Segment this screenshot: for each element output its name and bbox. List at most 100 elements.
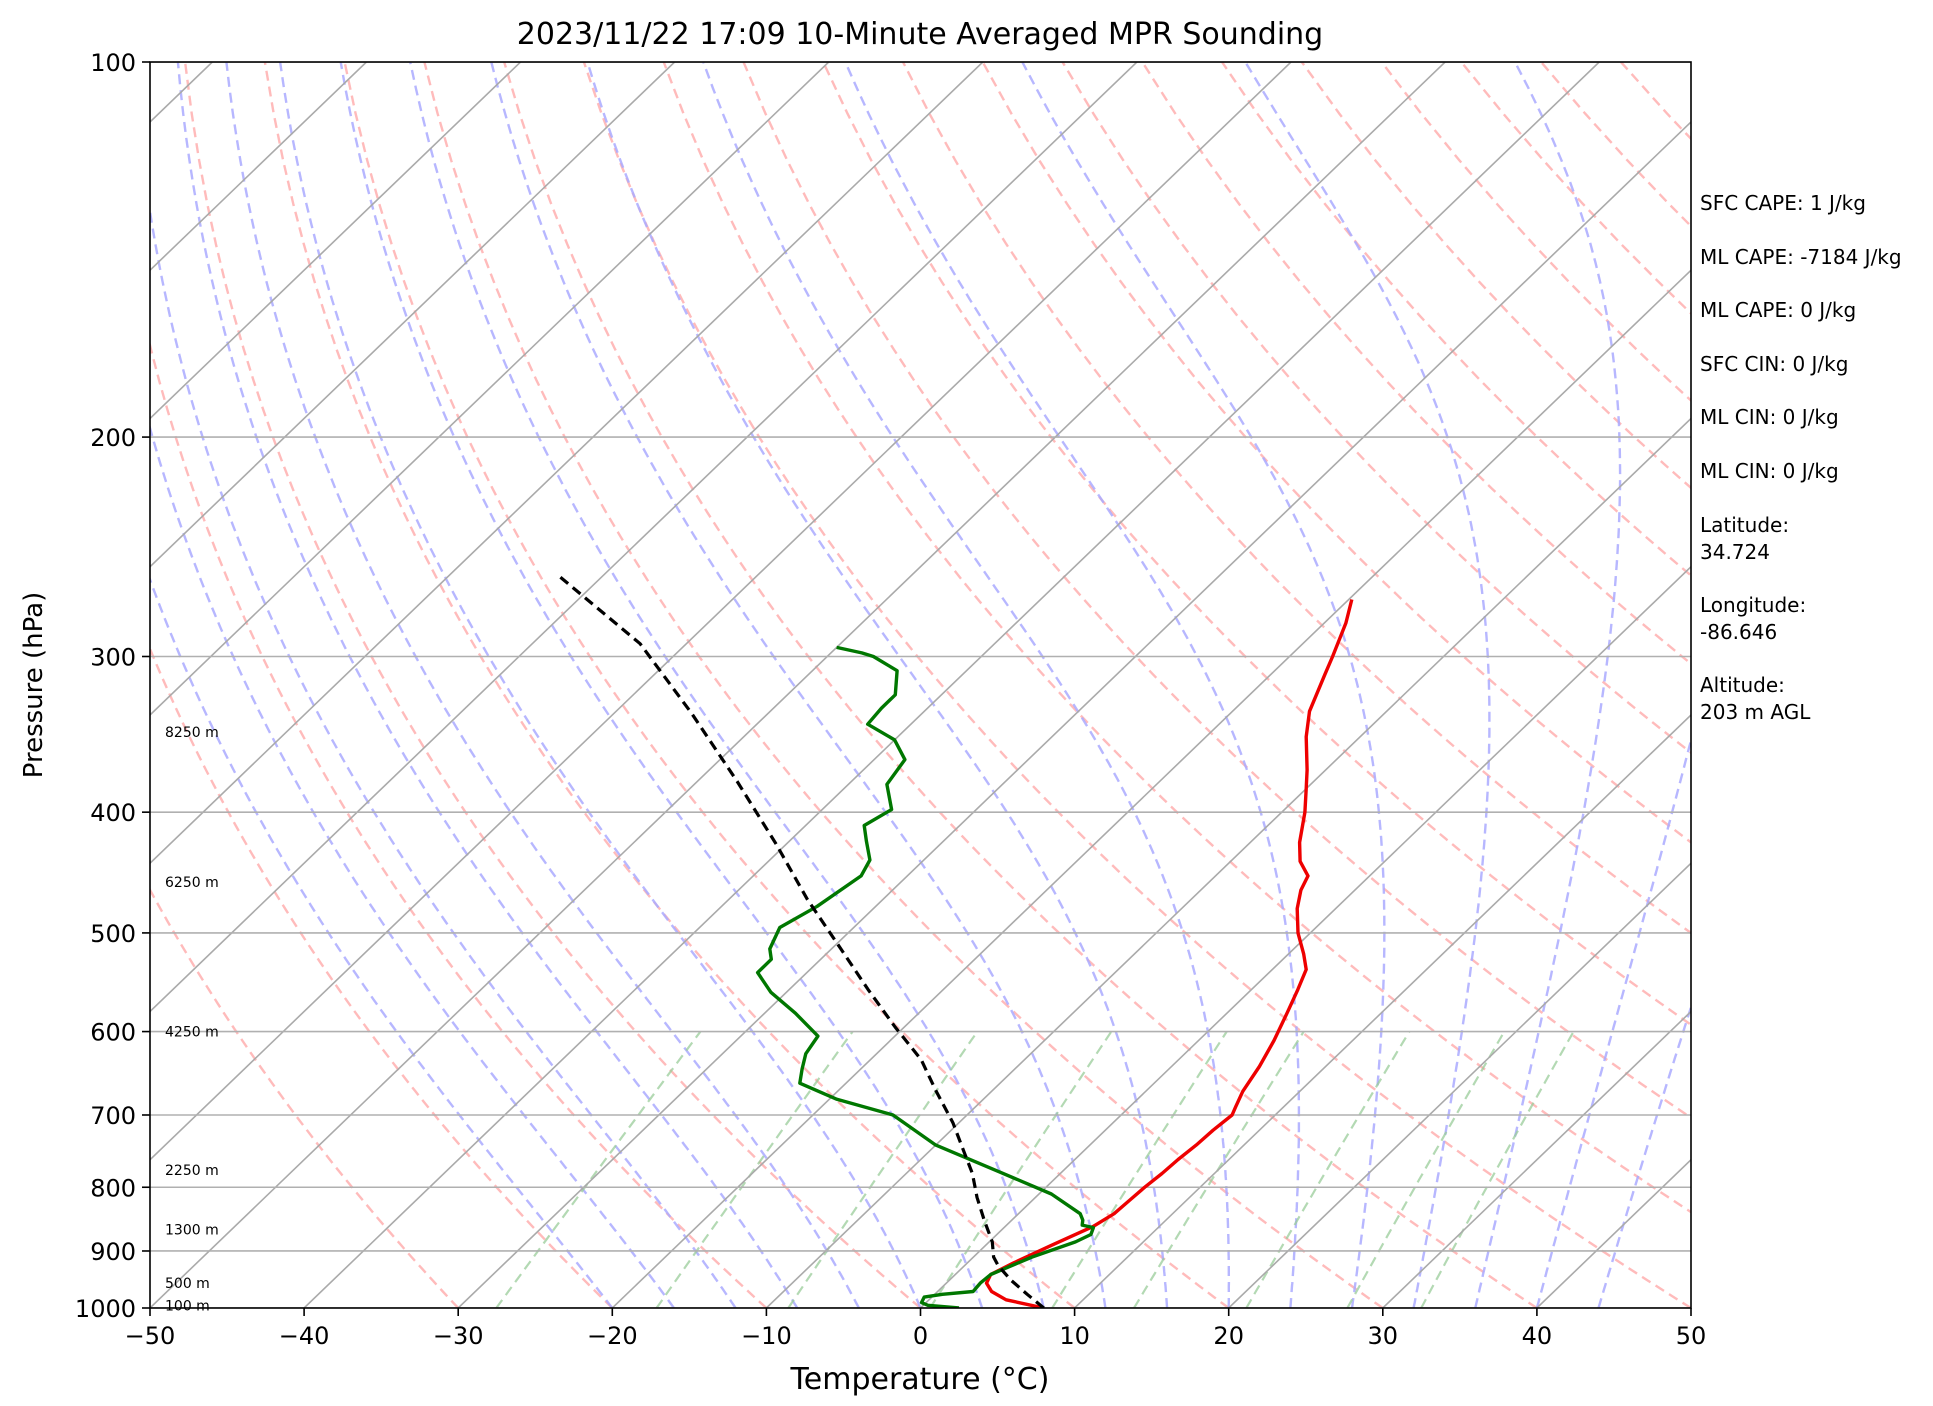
y-tick-label: 200 — [90, 424, 136, 452]
dry-adiabat — [150, 340, 768, 1308]
moist-adiabat — [409, 62, 1045, 1308]
stat-text: SFC CAPE: 1 J/kg — [1700, 191, 1866, 215]
height-labels: 100 m 500 m 1300 m 2250 m 4250 m 6250 m 8250 m — [165, 725, 219, 1314]
mixing-ratio-line — [787, 1030, 979, 1308]
y-tick-label: 700 — [90, 1102, 136, 1130]
x-tick-label: −50 — [125, 1322, 176, 1350]
stat-text: ML CAPE: -7184 J/kg — [1700, 245, 1902, 269]
temperature-line — [984, 599, 1354, 1308]
moist-adiabat — [702, 62, 1231, 1308]
background-lines — [150, 62, 1691, 1308]
isotherm — [150, 62, 1292, 1161]
x-tick-label: 20 — [1213, 1322, 1244, 1350]
isotherm — [150, 62, 1446, 1308]
dewpoint-line — [755, 645, 1096, 1308]
stat-text: SFC CIN: 0 J/kg — [1700, 352, 1849, 376]
x-tick-label: 30 — [1368, 1322, 1399, 1350]
dry-adiabat — [1221, 62, 1691, 578]
isotherm — [919, 565, 1691, 1308]
dry-adiabat — [1061, 62, 1691, 755]
moist-adiabat — [339, 62, 984, 1308]
profiles — [556, 573, 1354, 1308]
dry-adiabat — [662, 62, 1691, 1214]
x-tick-label: −10 — [741, 1322, 792, 1350]
height-label: 4250 m — [165, 1025, 219, 1041]
x-tick-label: −20 — [587, 1322, 638, 1350]
x-tick-label: −30 — [433, 1322, 484, 1350]
height-label: 1300 m — [165, 1223, 219, 1239]
y-tick-label: 100 — [90, 49, 136, 77]
dry-adiabat — [582, 62, 1691, 1308]
mixing-ratio-line — [495, 1030, 702, 1308]
mixing-ratio-line — [1133, 1031, 1305, 1308]
dry-adiabat — [742, 62, 1691, 1120]
moist-adiabat — [150, 576, 614, 1308]
isotherm — [1074, 713, 1691, 1308]
mixing-ratio-line — [1420, 1031, 1575, 1308]
dry-adiabat — [423, 62, 1384, 1308]
x-axis-label: Temperature (°C) — [790, 1362, 1050, 1397]
moist-adiabat — [490, 62, 1107, 1308]
isotherm — [1382, 1010, 1691, 1308]
isotherm — [765, 417, 1691, 1308]
isotherm — [457, 120, 1691, 1308]
y-tick-label: 500 — [90, 920, 136, 948]
isotherm — [303, 62, 1600, 1308]
moist-adiabat — [150, 423, 675, 1308]
dry-adiabat — [263, 62, 1076, 1308]
moist-adiabat — [586, 62, 1169, 1308]
dry-adiabat — [150, 887, 460, 1308]
isotherm — [1228, 862, 1691, 1308]
y-tick-label: 800 — [90, 1174, 136, 1202]
dry-adiabat — [822, 62, 1691, 1027]
height-label: 2250 m — [165, 1163, 219, 1179]
x-axis-ticks: −50 −40 −30 −20 −10 0 10 20 30 40 50 — [125, 1308, 1707, 1350]
y-axis-label: Pressure (hPa) — [19, 592, 49, 779]
isotherm — [150, 62, 522, 420]
dry-adiabat — [183, 62, 922, 1308]
y-tick-label: 400 — [90, 799, 136, 827]
height-label: 500 m — [165, 1276, 210, 1292]
x-tick-label: 50 — [1676, 1322, 1707, 1350]
y-tick-label: 600 — [90, 1019, 136, 1047]
moist-adiabat — [150, 203, 737, 1308]
dry-adiabat — [343, 62, 1230, 1308]
height-label: 8250 m — [165, 725, 219, 741]
isotherm — [150, 62, 1138, 1013]
y-tick-label: 900 — [90, 1238, 136, 1266]
stat-text: Altitude: 203 m AGL — [1700, 673, 1811, 724]
moist-adiabat — [176, 62, 799, 1308]
stat-text: Longitude: -86.646 — [1700, 593, 1807, 644]
moist-adiabat — [278, 62, 922, 1308]
x-tick-label: 0 — [913, 1322, 928, 1350]
moist-adiabat — [1474, 62, 1622, 1308]
moist-adiabat — [1021, 62, 1386, 1308]
y-tick-label: 300 — [90, 643, 136, 671]
chart-title: 2023/11/22 17:09 10-Minute Averaged MPR … — [517, 17, 1323, 52]
moist-adiabat — [225, 62, 860, 1308]
dry-adiabat — [901, 62, 1691, 935]
height-label: 100 m — [165, 1298, 210, 1314]
isotherm — [611, 269, 1691, 1308]
x-tick-label: −40 — [279, 1322, 330, 1350]
height-label: 6250 m — [165, 875, 219, 891]
y-tick-label: 1000 — [75, 1295, 136, 1323]
stat-text: ML CIN: 0 J/kg — [1700, 405, 1839, 429]
stat-text: ML CAPE: 0 J/kg — [1700, 298, 1857, 322]
y-axis-ticks: 100 200 300 400 500 600 700 800 900 1000 — [75, 49, 150, 1323]
mixing-ratio-line — [655, 1030, 854, 1308]
parcel-line — [556, 573, 1045, 1308]
moist-adiabat — [1244, 62, 1491, 1308]
isotherm — [150, 62, 830, 717]
pressure-grid — [150, 62, 1691, 1308]
stat-text: Latitude: 34.724 — [1700, 513, 1790, 564]
isotherm — [150, 62, 367, 272]
mixing-ratio-line — [1051, 1031, 1228, 1308]
isotherm — [150, 62, 984, 865]
stat-text: ML CIN: 0 J/kg — [1700, 459, 1839, 483]
x-tick-label: 40 — [1522, 1322, 1553, 1350]
mixing-ratio-line — [929, 1030, 1113, 1308]
isotherm — [150, 62, 676, 568]
moist-adiabat — [844, 62, 1301, 1308]
